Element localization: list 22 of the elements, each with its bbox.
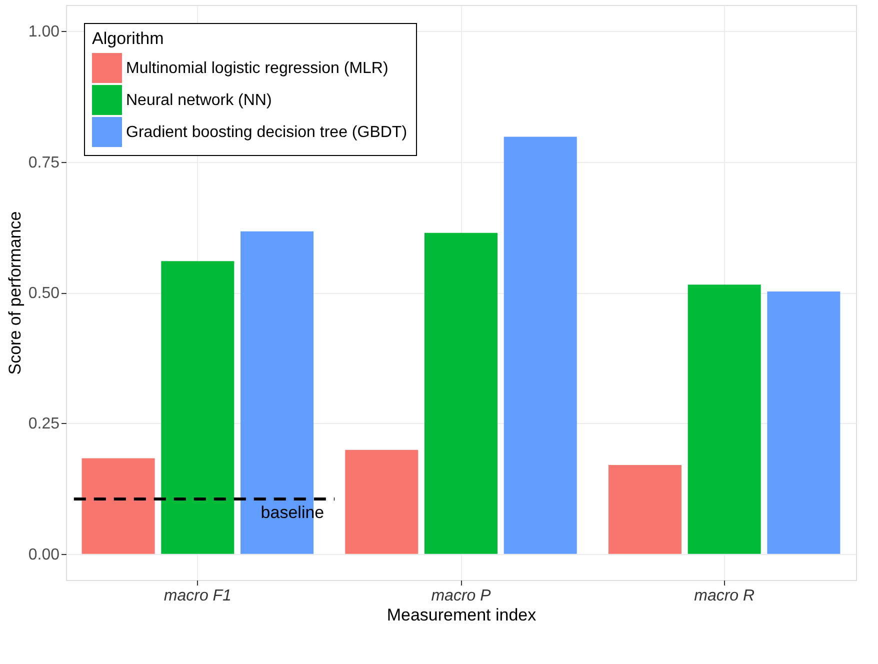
x-axis-title: Measurement index xyxy=(386,606,537,624)
y-tick-label: 0.25 xyxy=(28,416,60,433)
legend-title: Algorithm xyxy=(92,29,164,48)
bar xyxy=(767,291,840,554)
bar xyxy=(504,136,577,554)
legend-label: Multinomial logistic regression (MLR) xyxy=(126,60,388,77)
legend-label: Gradient boosting decision tree (GBDT) xyxy=(126,124,408,141)
bar xyxy=(82,458,155,554)
bar xyxy=(161,261,234,554)
y-tick-label: 0.75 xyxy=(28,154,60,172)
bar xyxy=(608,465,682,554)
y-tick-label: 0.00 xyxy=(28,546,60,564)
legend-label: Neural network (NN) xyxy=(126,92,272,109)
bar xyxy=(424,232,498,554)
bar xyxy=(345,450,418,554)
y-tick-label: 1.00 xyxy=(28,24,60,41)
bar xyxy=(688,284,761,554)
x-tick-label: macro R xyxy=(694,588,756,604)
x-tick-label: macro F1 xyxy=(164,588,232,604)
y-axis-title: Score of performance xyxy=(5,211,24,375)
x-tick-label: macro P xyxy=(431,588,492,604)
y-tick-label: 0.50 xyxy=(28,285,60,302)
